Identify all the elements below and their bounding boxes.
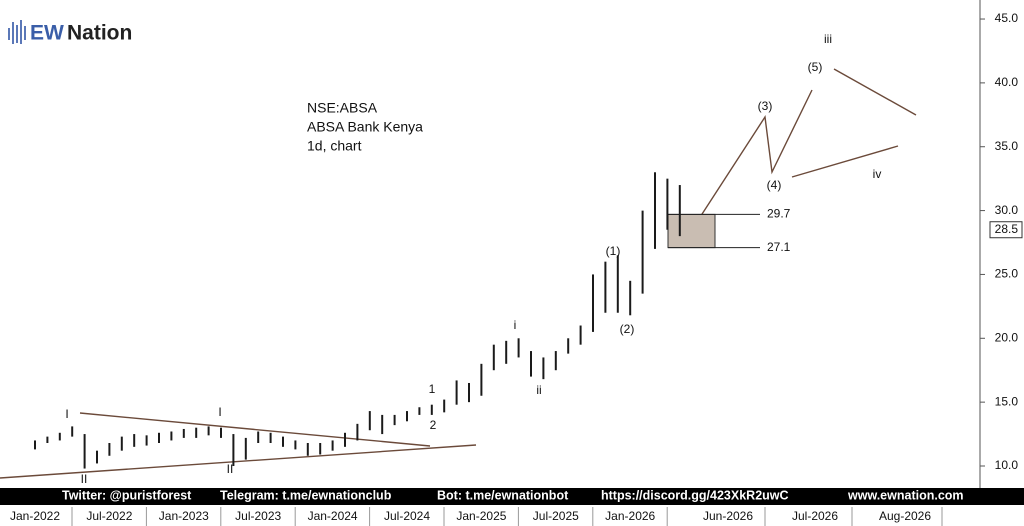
symbol: NSE:ABSA [307, 100, 378, 116]
y-tick-label: 40.0 [995, 75, 1019, 89]
logo-bar [12, 22, 14, 44]
logo-bar [16, 25, 18, 43]
x-tick-label: Jan-2024 [308, 509, 358, 523]
wave-label: II [227, 462, 234, 476]
level-zone [667, 213, 716, 249]
logo-bar [20, 20, 22, 44]
logo: EW Nation [8, 20, 132, 45]
logo-bar [8, 28, 10, 40]
y-tick-label: 25.0 [995, 267, 1019, 281]
y-tick-label: 30.0 [995, 203, 1019, 217]
wave-label: I [65, 407, 68, 421]
x-tick-label: Jul-2022 [86, 509, 132, 523]
projection [791, 145, 899, 178]
wave-label: (3) [758, 99, 773, 113]
level-label: 29.7 [767, 207, 791, 221]
trendlines [0, 68, 917, 479]
last-price-label: 28.5 [995, 222, 1019, 236]
x-tick-label: Jul-2023 [235, 509, 281, 523]
y-tick-label: 15.0 [995, 394, 1019, 408]
company: ABSA Bank Kenya [307, 119, 423, 135]
x-tick-label: Jan-2026 [605, 509, 655, 523]
projection [692, 89, 813, 229]
logo-bar [24, 26, 26, 40]
wave-label: (4) [767, 178, 782, 192]
timeframe: 1d, chart [307, 138, 362, 154]
wave-label: I [218, 405, 221, 419]
wave-label: ii [536, 383, 541, 397]
logo-text: Nation [67, 22, 132, 45]
x-tick-label: Jan-2025 [456, 509, 506, 523]
footer-text: www.ewnation.com [847, 488, 964, 502]
wave-label: iii [824, 32, 832, 46]
x-tick-label: Jul-2026 [792, 509, 838, 523]
footer-text: Twitter: @puristforest [62, 488, 192, 502]
trendline [79, 412, 431, 447]
projection [833, 68, 917, 116]
wave-label: i [514, 318, 517, 332]
wave-label: (5) [808, 60, 823, 74]
wave-label: 2 [430, 418, 437, 432]
x-tick-label: Jul-2024 [384, 509, 430, 523]
logo-mark: EW [30, 22, 64, 45]
footer-text: Bot: t.me/ewnationbot [437, 488, 569, 502]
x-tick-label: Jul-2025 [533, 509, 579, 523]
y-tick-label: 45.0 [995, 11, 1019, 25]
wave-label: (2) [620, 322, 635, 336]
x-tick-label: Jan-2022 [10, 509, 60, 523]
footer-text: https://discord.gg/423XkR2uwC [601, 488, 789, 502]
wave-label: iv [873, 167, 882, 181]
level-label: 27.1 [767, 240, 791, 254]
y-tick-label: 35.0 [995, 139, 1019, 153]
y-tick-label: 20.0 [995, 330, 1019, 344]
trendline [0, 444, 477, 479]
y-tick-label: 10.0 [995, 458, 1019, 472]
wave-label: 1 [429, 382, 436, 396]
last-price-box [989, 221, 1023, 239]
x-tick-label: Jun-2026 [703, 509, 753, 523]
wave-label: (1) [606, 244, 621, 258]
x-tick-label: Aug-2026 [879, 509, 931, 523]
x-tick-label: Jan-2023 [159, 509, 209, 523]
wave-label: II [81, 472, 88, 486]
footer-band [0, 488, 1024, 505]
footer-text: Telegram: t.me/ewnationclub [220, 488, 392, 502]
